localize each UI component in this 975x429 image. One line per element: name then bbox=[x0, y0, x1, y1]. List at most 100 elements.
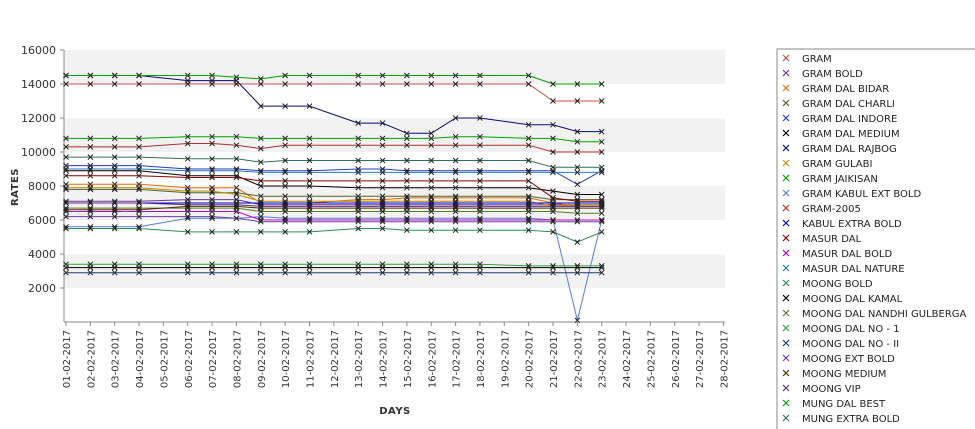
data-point bbox=[87, 261, 94, 268]
data-point bbox=[282, 103, 289, 109]
grid-band bbox=[64, 118, 725, 152]
x-tick-label: 06-02-2017 bbox=[184, 330, 195, 388]
x-tick-label: 22-02-2017 bbox=[573, 330, 584, 388]
data-point bbox=[209, 269, 215, 276]
data-point bbox=[233, 174, 240, 181]
data-point bbox=[477, 72, 483, 79]
legend-marker bbox=[782, 309, 790, 317]
legend-marker bbox=[782, 54, 790, 62]
series-layer bbox=[63, 72, 605, 324]
data-point bbox=[136, 261, 142, 268]
data-point bbox=[209, 174, 215, 181]
data-point bbox=[452, 81, 459, 87]
data-point bbox=[550, 188, 556, 194]
data-point bbox=[477, 261, 483, 268]
data-point bbox=[452, 227, 459, 234]
series bbox=[63, 200, 605, 210]
data-point bbox=[257, 145, 264, 152]
data-point bbox=[257, 261, 264, 268]
data-point bbox=[136, 172, 142, 179]
legend-label: MASUR DAL NATURE bbox=[802, 264, 905, 275]
legend-box bbox=[776, 48, 975, 429]
data-point bbox=[525, 184, 532, 191]
legend-label: GRAM KABUL EXT BOLD bbox=[802, 189, 921, 200]
data-point bbox=[209, 72, 215, 79]
legend-item: GRAM DAL RAJBOG bbox=[782, 144, 897, 155]
data-point bbox=[184, 72, 191, 79]
series bbox=[63, 172, 605, 205]
x-tick-label: 24-02-2017 bbox=[622, 330, 633, 388]
series-line bbox=[66, 75, 602, 85]
data-point bbox=[428, 81, 435, 87]
series-line bbox=[66, 175, 602, 202]
legend-label: GRAM DAL RAJBOG bbox=[802, 144, 897, 155]
y-tick-label: 14000 bbox=[21, 78, 56, 91]
data-point bbox=[404, 193, 410, 200]
data-point bbox=[355, 142, 362, 149]
data-point bbox=[598, 229, 605, 235]
data-point bbox=[63, 135, 69, 142]
series-line bbox=[66, 211, 602, 221]
data-point bbox=[257, 135, 264, 142]
data-point bbox=[63, 154, 69, 160]
data-point bbox=[63, 144, 69, 150]
data-point bbox=[550, 229, 556, 235]
data-point bbox=[184, 155, 191, 162]
data-point bbox=[574, 164, 581, 171]
data-point bbox=[306, 142, 313, 149]
data-point bbox=[379, 218, 386, 225]
series bbox=[63, 72, 605, 87]
data-point bbox=[282, 269, 289, 276]
series-line bbox=[66, 165, 602, 185]
data-point bbox=[452, 157, 459, 164]
data-point bbox=[282, 193, 289, 200]
legend-item: MOONG DAL NO - II bbox=[782, 339, 899, 350]
data-point bbox=[111, 135, 118, 142]
legend-marker bbox=[782, 99, 790, 107]
legend-label: MOONG EXT BOLD bbox=[802, 354, 895, 365]
legend-marker bbox=[782, 234, 790, 242]
data-point bbox=[525, 263, 532, 269]
data-point bbox=[525, 72, 532, 79]
series-line bbox=[66, 156, 602, 168]
legend-item: MUNG EXTRA BOLD bbox=[782, 414, 900, 425]
data-point bbox=[550, 203, 556, 210]
data-point bbox=[379, 184, 386, 191]
data-point bbox=[477, 169, 483, 176]
data-point bbox=[282, 178, 289, 184]
data-point bbox=[404, 72, 410, 79]
data-point bbox=[136, 135, 142, 142]
grid-band bbox=[64, 152, 725, 186]
legend-item: MOONG EXT BOLD bbox=[782, 354, 895, 365]
data-point bbox=[355, 72, 362, 79]
data-point bbox=[598, 218, 605, 225]
data-point bbox=[87, 206, 94, 213]
series-line bbox=[66, 170, 602, 195]
legend-marker bbox=[782, 324, 790, 332]
legend-marker bbox=[782, 159, 790, 167]
data-point bbox=[136, 184, 142, 191]
data-point bbox=[428, 261, 435, 268]
data-point bbox=[87, 184, 94, 191]
legend-label: KABUL EXTRA BOLD bbox=[802, 219, 902, 230]
data-point bbox=[379, 81, 386, 87]
data-point bbox=[87, 269, 94, 276]
legend-item: MUNG DAL BEST bbox=[782, 399, 886, 410]
x-tick-label: 19-02-2017 bbox=[500, 330, 511, 388]
data-point bbox=[525, 193, 532, 200]
data-point bbox=[574, 98, 581, 104]
x-axis-ticks: 01-02-2017 02-02-2017 03-02-2017 04-02-2017… bbox=[62, 322, 730, 388]
data-point bbox=[87, 225, 94, 232]
data-point bbox=[452, 72, 459, 79]
data-point bbox=[598, 128, 605, 135]
series-line bbox=[66, 228, 602, 243]
data-point bbox=[282, 261, 289, 268]
x-tick-label: 26-02-2017 bbox=[671, 330, 682, 388]
series bbox=[63, 261, 605, 269]
data-point bbox=[257, 159, 264, 166]
data-point bbox=[355, 120, 362, 126]
data-point bbox=[87, 81, 94, 87]
legend-item: MOONG DAL NO - 1 bbox=[782, 324, 900, 335]
legend-label: GRAM DAL MEDIUM bbox=[802, 129, 900, 140]
